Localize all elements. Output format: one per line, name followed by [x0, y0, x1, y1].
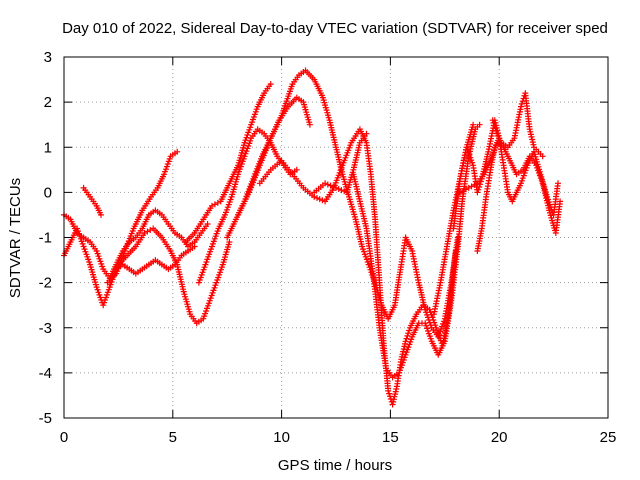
- data-point: [338, 187, 345, 194]
- data-point: [316, 196, 323, 203]
- data-point: [406, 327, 413, 334]
- y-tick-label: 3: [44, 49, 52, 66]
- chart-title: Day 010 of 2022, Sidereal Day-to-day VTE…: [62, 20, 608, 37]
- data-point: [335, 186, 342, 192]
- data-point: [341, 188, 348, 195]
- data-point: [477, 178, 484, 185]
- data-point: [477, 181, 484, 188]
- series-track-4: [104, 148, 181, 286]
- data-point: [539, 153, 546, 160]
- x-tick-label: 5: [169, 429, 177, 446]
- data-point: [474, 189, 481, 196]
- data-point: [267, 81, 274, 88]
- data-point: [330, 183, 337, 190]
- x-tick-label: 20: [491, 429, 508, 446]
- data-point: [476, 184, 483, 190]
- data-point: [226, 239, 233, 245]
- x-tick-label: 15: [382, 429, 399, 446]
- data-point: [555, 180, 561, 187]
- data-point: [405, 330, 412, 337]
- data-point: [293, 166, 300, 173]
- data-point: [386, 390, 393, 397]
- data-point: [385, 387, 392, 394]
- series-track-6: [182, 81, 274, 245]
- series-track-12: [350, 121, 483, 381]
- y-tick-label: -4: [39, 365, 52, 382]
- x-tick-label: 25: [600, 429, 617, 446]
- data-point: [98, 211, 104, 218]
- series-track-5: [115, 225, 233, 327]
- data-point: [475, 186, 482, 193]
- y-tick-label: -3: [39, 320, 52, 337]
- data-point: [496, 135, 503, 142]
- data-point: [319, 197, 326, 204]
- series-track-11: [311, 130, 370, 196]
- y-tick-label: -5: [39, 410, 52, 427]
- data-point: [327, 182, 334, 189]
- data-point: [324, 181, 331, 188]
- series-track-17: [450, 117, 503, 232]
- data-point: [363, 130, 370, 137]
- data-point: [333, 184, 339, 191]
- data-point: [204, 221, 211, 227]
- data-point: [174, 148, 181, 155]
- series-track-2: [61, 225, 198, 309]
- data-point: [476, 121, 483, 128]
- x-axis-label: GPS time / hours: [278, 457, 392, 474]
- data-point: [306, 121, 313, 128]
- data-point: [247, 124, 254, 131]
- data-point: [322, 180, 329, 187]
- data-points: [61, 67, 564, 408]
- axis-ticks: 0 5 10 15 20 25 -5 -4 -3 -2 -1 0 1 2 3: [39, 49, 617, 446]
- series-track-3: [80, 184, 104, 218]
- y-tick-label: -1: [39, 230, 52, 247]
- data-point: [404, 332, 411, 339]
- x-tick-label: 10: [273, 429, 290, 446]
- data-point: [491, 117, 498, 124]
- y-axis-label: SDTVAR / TECUs: [7, 178, 24, 298]
- y-tick-label: 2: [44, 94, 52, 111]
- x-tick-label: 0: [60, 429, 68, 446]
- y-tick-label: -2: [39, 275, 52, 292]
- series-track-9: [235, 67, 461, 340]
- y-tick-label: 1: [44, 139, 52, 156]
- data-point: [470, 121, 477, 128]
- data-point: [403, 335, 410, 342]
- data-point: [314, 195, 320, 201]
- y-tick-label: 0: [44, 184, 52, 201]
- data-point: [191, 243, 198, 250]
- data-point: [518, 103, 524, 110]
- data-point: [252, 108, 259, 115]
